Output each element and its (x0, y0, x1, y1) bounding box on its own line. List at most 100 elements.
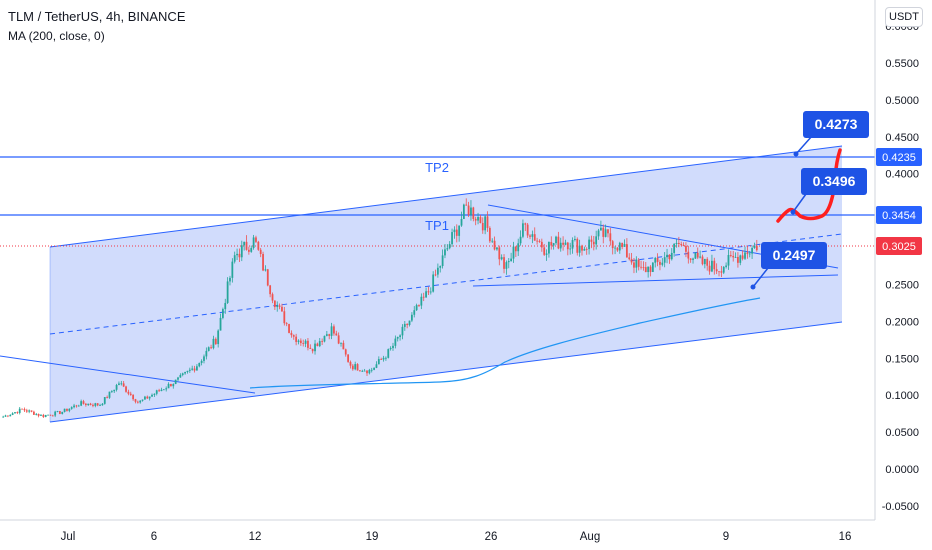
candle-body (585, 248, 588, 250)
candle-body (729, 254, 732, 256)
candle-body (44, 414, 47, 417)
candle-body (727, 254, 730, 266)
candle-body (741, 255, 744, 259)
candle-body (623, 244, 626, 247)
candle-body (165, 388, 168, 390)
candle-body (647, 266, 650, 273)
callout-0.4273-box[interactable] (803, 111, 869, 138)
y-tick-label: 0.0500 (885, 427, 919, 439)
symbol-title[interactable]: TLM / TetherUS, 4h, BINANCE (8, 9, 186, 24)
candle-body (49, 414, 52, 416)
candle-body (748, 253, 751, 255)
descending-trend-line[interactable] (0, 355, 256, 394)
callout-0.3496-box[interactable] (801, 168, 867, 195)
y-tick-label: 0.2500 (885, 279, 919, 291)
x-tick-label: Aug (580, 531, 600, 543)
candle-body (607, 229, 609, 234)
candle-body (375, 364, 378, 368)
candle-body (80, 401, 83, 406)
candle-body (56, 411, 59, 412)
candle-body (616, 247, 619, 251)
candle-body (446, 248, 449, 250)
y-tick-label: 0.1500 (885, 353, 919, 365)
candle-body (555, 236, 557, 244)
candle-body (666, 254, 668, 258)
candle-body (221, 309, 224, 318)
callout-0.2497-text: 0.2497 (773, 247, 816, 263)
candle-body (540, 241, 543, 248)
candle-body (732, 255, 735, 258)
candle-body (432, 274, 435, 292)
candle-body (94, 403, 97, 406)
candle-body (7, 415, 9, 417)
candle-body (621, 242, 624, 247)
candle-body (510, 258, 513, 262)
channel-lower-line[interactable] (49, 321, 843, 423)
candle-body (659, 261, 661, 265)
candle-body (188, 369, 191, 371)
candle-body (604, 229, 607, 237)
candle-body (297, 340, 300, 342)
price-scale[interactable]: 0.60000.55000.50000.45000.40000.35000.30… (874, 0, 932, 550)
candle-body (682, 245, 685, 247)
callout-0.4273-pointer (795, 135, 813, 155)
candle-body (271, 294, 274, 301)
candle-body (422, 296, 425, 298)
candle-body (288, 324, 290, 333)
y-tick-label: 0.2000 (885, 316, 919, 328)
candle-body (141, 399, 144, 401)
candle-body (337, 335, 340, 344)
candle-body (484, 216, 487, 231)
annotations-layer: 0.4273 0.3496 0.2497 (750, 111, 869, 290)
candle-body (493, 240, 496, 250)
x-tick-label: 16 (839, 531, 852, 543)
candle-body (420, 296, 423, 306)
currency-button[interactable]: USDT (885, 7, 923, 27)
indicator-legend[interactable]: MA (200, close, 0) (8, 29, 105, 43)
candle-body (602, 227, 605, 237)
time-scale[interactable]: Jul 6 12 19 26 Aug 9 16 (0, 519, 875, 543)
candle-body (155, 390, 158, 394)
y-tick-label: 0.5000 (885, 95, 919, 107)
candle-body (656, 257, 659, 262)
callout-0.2497-box[interactable] (761, 242, 827, 269)
candle-body (108, 391, 111, 398)
candle-body (35, 413, 38, 415)
candle-body (347, 354, 350, 362)
candle-body (488, 227, 491, 242)
candle-body (219, 317, 222, 331)
candle-body (96, 403, 99, 406)
candle-body (699, 256, 702, 258)
candle-body (224, 302, 227, 310)
candle-body (387, 349, 390, 358)
candle-body (519, 236, 522, 244)
candle-body (571, 239, 574, 249)
candle-body (307, 340, 309, 348)
x-tick-label: 9 (723, 531, 729, 543)
candle-body (359, 370, 361, 372)
candle-body (467, 205, 470, 215)
candle-body (399, 335, 401, 337)
candle-body (247, 249, 250, 252)
candle-body (125, 386, 127, 392)
candle-body (77, 405, 80, 407)
drawing-layer: TP2 TP1 (0, 145, 875, 423)
candle-body (342, 342, 345, 350)
candle-body (158, 390, 161, 392)
candle-body (588, 239, 590, 250)
triangle-lower-line[interactable] (472, 274, 839, 287)
candle-body (694, 252, 697, 259)
channel-upper-line[interactable] (49, 145, 843, 248)
candle-body (84, 403, 87, 405)
candle-body (744, 252, 746, 259)
candle-body (99, 405, 101, 407)
candle-body (349, 361, 352, 366)
candle-body (115, 384, 118, 390)
candle-body (361, 370, 364, 372)
y-tick-label: 0.4000 (885, 169, 919, 181)
channel-median-line[interactable] (49, 233, 843, 335)
price-label-box (876, 148, 922, 166)
candle-body (692, 258, 694, 260)
candle-body (640, 266, 642, 268)
